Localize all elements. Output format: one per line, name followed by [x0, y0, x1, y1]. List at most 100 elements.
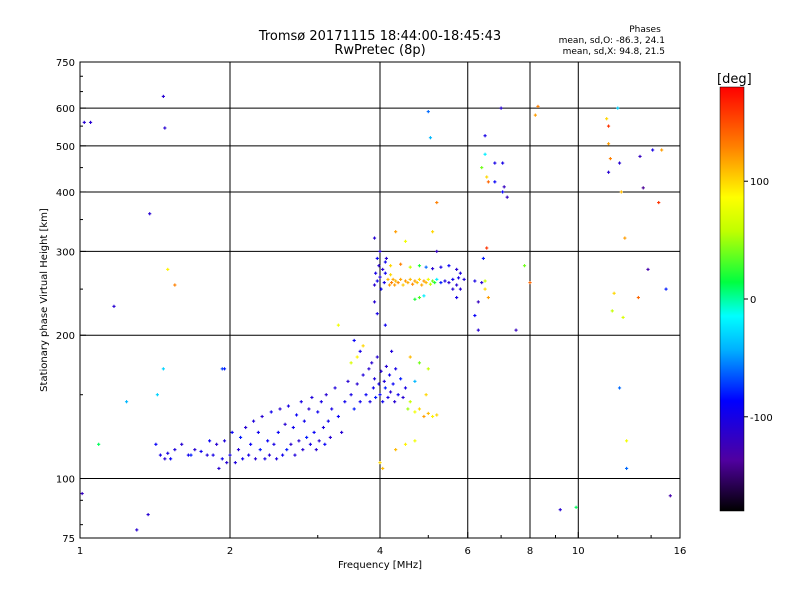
echo-point: [382, 280, 386, 285]
echo-point: [97, 442, 101, 446]
echo-point: [316, 410, 320, 414]
x-tick-label: 6: [465, 546, 471, 557]
echo-point: [374, 395, 378, 400]
y-tick-label: 75: [62, 534, 75, 545]
x-tick-label: 4: [377, 546, 383, 557]
echo-point: [483, 279, 487, 283]
echo-point: [112, 304, 116, 308]
echo-point: [388, 390, 393, 394]
echo-point: [476, 300, 480, 304]
echo-point: [355, 382, 359, 386]
echo-point: [291, 425, 295, 430]
echo-point: [349, 393, 353, 397]
echo-point: [485, 175, 489, 179]
echo-point: [289, 442, 293, 446]
echo-point: [424, 265, 428, 269]
echo-point: [386, 395, 390, 400]
echo-point: [384, 256, 388, 261]
echo-point: [447, 280, 451, 285]
colorbar-label: [deg]: [717, 72, 752, 87]
echo-point: [435, 200, 439, 205]
echo-point: [387, 283, 392, 287]
echo-point: [533, 113, 537, 117]
echo-point: [233, 461, 237, 465]
echo-point: [283, 422, 287, 426]
echo-point: [480, 166, 484, 170]
echo-point: [382, 379, 386, 383]
echo-point: [393, 283, 397, 287]
echo-point: [375, 279, 379, 283]
echo-point: [430, 230, 435, 234]
echo-point: [302, 419, 306, 423]
chart-title: Tromsø 20171115 18:44:00-18:45:43: [258, 29, 501, 44]
echo-point: [447, 264, 451, 268]
echo-point: [379, 287, 383, 291]
echo-point: [381, 267, 385, 272]
echo-point: [349, 361, 353, 365]
echo-point: [372, 283, 377, 287]
echo-point: [480, 280, 484, 285]
echo-point: [377, 264, 381, 268]
x-tick-label: 8: [527, 546, 533, 557]
echo-point: [378, 249, 382, 254]
echo-point: [417, 295, 422, 300]
echo-point: [396, 393, 400, 397]
echo-point: [251, 419, 256, 423]
echo-point: [163, 457, 167, 461]
echo-point: [435, 413, 439, 417]
echo-point: [636, 295, 640, 300]
echo-point: [394, 279, 398, 283]
echo-point: [238, 435, 243, 440]
echo-point: [330, 407, 334, 411]
echo-point: [408, 277, 412, 282]
y-tick-label: 600: [56, 104, 75, 115]
echo-point: [606, 142, 611, 146]
echo-point: [256, 430, 260, 434]
echo-point: [394, 230, 398, 234]
echo-point: [372, 300, 377, 304]
echo-point: [386, 277, 390, 282]
echo-point: [266, 439, 270, 443]
echo-point: [372, 377, 377, 381]
y-tick-label: 200: [56, 331, 75, 342]
echo-point: [399, 377, 403, 381]
echo-point: [433, 280, 437, 285]
echo-point: [173, 283, 177, 287]
echo-point: [308, 442, 313, 446]
echo-point: [199, 449, 203, 454]
echo-point: [558, 508, 562, 512]
echo-point: [424, 280, 428, 285]
echo-point: [375, 355, 379, 359]
echo-point: [276, 430, 280, 434]
echo-point: [370, 361, 374, 365]
echo-point: [312, 430, 316, 434]
echo-point: [310, 395, 314, 400]
echo-point: [417, 277, 422, 282]
echo-point: [358, 400, 362, 404]
echo-point: [408, 400, 412, 404]
y-tick-label: 750: [56, 58, 75, 69]
echo-point: [297, 439, 301, 443]
y-tick-label: 300: [56, 247, 75, 258]
echo-point: [205, 453, 209, 457]
echo-point: [413, 379, 417, 383]
echo-point: [399, 277, 403, 282]
echo-point: [377, 382, 381, 386]
echo-point: [502, 185, 506, 189]
echo-point: [383, 260, 387, 264]
stats-line-o: mean, sd,O: -86.3, 24.1: [559, 36, 665, 46]
echo-point: [372, 236, 377, 240]
echo-point: [384, 364, 388, 369]
echo-point: [608, 157, 613, 161]
echo-point: [269, 410, 273, 414]
echo-point: [399, 262, 403, 266]
echo-point: [439, 280, 443, 285]
echo-point: [456, 276, 461, 280]
echo-point: [391, 277, 395, 282]
x-tick-label: 1: [77, 546, 83, 557]
echo-point: [361, 344, 365, 348]
echo-point: [417, 361, 422, 365]
echo-point: [267, 453, 272, 457]
echo-point: [493, 180, 497, 184]
